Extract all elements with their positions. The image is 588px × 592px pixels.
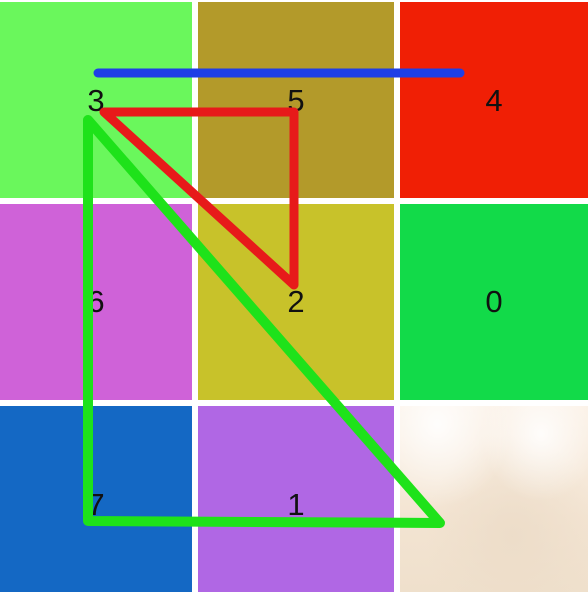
tile-number: 0 [485,284,503,319]
tile-number: 6 [87,284,105,319]
tile-number: 3 [87,83,105,118]
tile-2[interactable]: 2 [198,204,394,400]
tile-number: 5 [287,83,305,118]
tile-number: 4 [485,83,503,118]
tile-0[interactable]: 0 [400,204,588,400]
tile-number: 7 [87,487,105,522]
tile-5[interactable]: 5 [198,2,394,198]
tile-1[interactable]: 1 [198,406,394,592]
tile-number: 1 [287,487,305,522]
tile-4[interactable]: 4 [400,2,588,198]
tile-7[interactable]: 7 [0,406,192,592]
photo-tile[interactable] [400,406,588,592]
tile-3[interactable]: 3 [0,2,192,198]
tile-6[interactable]: 6 [0,204,192,400]
tile-number: 2 [287,284,305,319]
